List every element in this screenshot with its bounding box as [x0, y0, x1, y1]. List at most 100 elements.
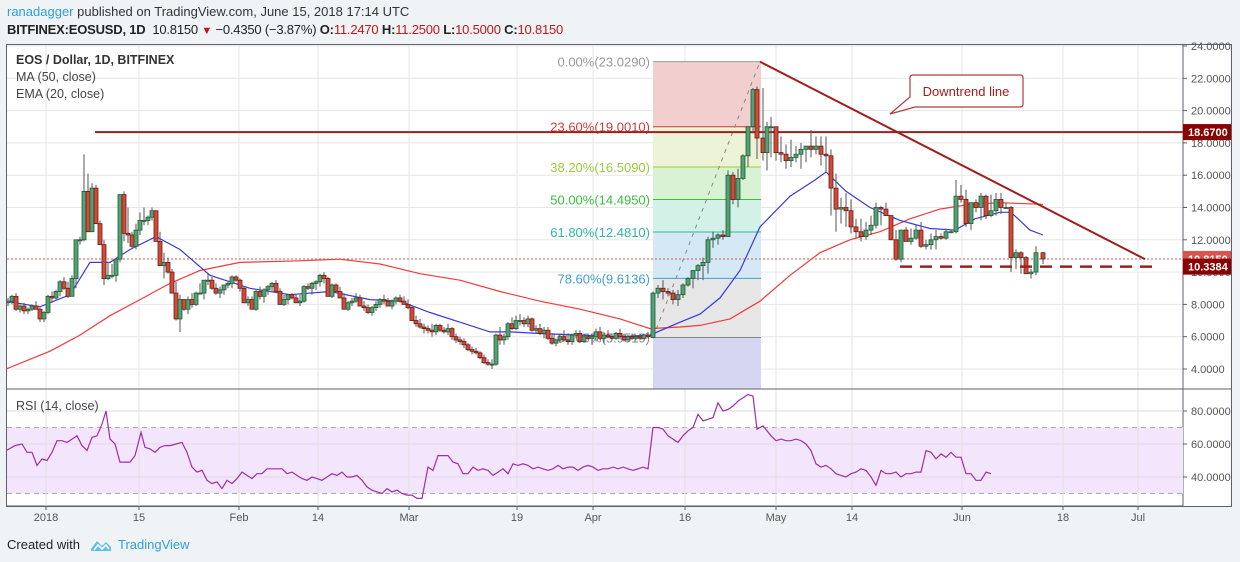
candle-body	[369, 307, 375, 313]
candle-body	[853, 226, 859, 233]
candle	[357, 294, 363, 307]
candle-body	[754, 89, 760, 139]
candle	[373, 301, 379, 311]
fib-zone	[653, 337, 761, 389]
candle	[325, 276, 331, 297]
candle-body	[675, 294, 681, 300]
candle-body	[49, 295, 55, 299]
candle	[823, 136, 829, 172]
candle	[125, 207, 131, 244]
candle-body	[145, 216, 151, 221]
candle	[105, 262, 111, 281]
candle	[441, 327, 447, 334]
time-tick-label: Feb	[230, 512, 249, 524]
candle-body	[293, 297, 299, 304]
candle	[369, 306, 375, 316]
candle	[988, 194, 994, 218]
candle	[109, 264, 115, 279]
candle	[778, 136, 784, 163]
candle-body	[650, 292, 656, 338]
candle-body	[545, 329, 551, 339]
candle	[69, 275, 75, 297]
candle	[169, 268, 175, 294]
fib-level-label: 61.80%(12.4810)	[550, 225, 650, 240]
created-with-label: Created with	[7, 537, 80, 552]
price-badge-text: 18.6700	[1188, 127, 1228, 139]
candle	[85, 173, 91, 233]
candle	[501, 333, 507, 345]
candle	[13, 293, 19, 311]
candle-body	[670, 292, 676, 300]
candle-body	[621, 336, 627, 341]
low-label: L:	[443, 22, 456, 37]
candle-body	[818, 145, 824, 155]
candle	[349, 297, 355, 307]
candle-body	[888, 215, 894, 241]
candle-body	[569, 334, 575, 342]
candle	[345, 301, 351, 311]
candle	[413, 315, 419, 328]
candle-body	[81, 190, 87, 241]
candle-body	[37, 308, 43, 320]
candle-body	[417, 323, 423, 328]
candle	[429, 323, 435, 337]
candle-body	[309, 283, 315, 289]
tradingview-link[interactable]: TradingView	[117, 537, 190, 552]
candle-body	[313, 281, 319, 284]
candle	[605, 330, 611, 339]
candle-body	[325, 278, 331, 297]
candle	[397, 294, 403, 303]
candle	[101, 239, 107, 286]
candle	[321, 272, 327, 284]
candle	[509, 317, 515, 331]
candle-body	[365, 307, 371, 313]
rsi-band	[7, 427, 1183, 494]
candle	[923, 239, 929, 250]
author-link[interactable]: ranadagger	[7, 4, 74, 19]
callout-bubble	[889, 74, 1024, 115]
candle	[385, 297, 391, 307]
candle-body	[453, 336, 459, 341]
candle-body	[848, 210, 854, 228]
candle-body	[1013, 252, 1019, 258]
rsi-tick-label: 80.0000	[1191, 406, 1231, 418]
candle	[938, 233, 944, 240]
candle	[41, 310, 47, 323]
candle	[465, 343, 471, 352]
candle	[838, 197, 844, 224]
candle	[249, 296, 255, 310]
candle	[237, 278, 243, 292]
ema-legend: EMA (20, close)	[16, 87, 105, 101]
candle	[393, 296, 399, 305]
candle-body	[113, 258, 119, 276]
candle-body	[529, 318, 535, 331]
candle-body	[469, 349, 475, 352]
rsi-tick-label: 40.0000	[1191, 472, 1231, 484]
time-tick-label: Mar	[400, 512, 419, 524]
candle	[730, 171, 736, 205]
candle	[181, 299, 187, 311]
candle-body	[730, 174, 736, 200]
candle-body	[963, 199, 969, 225]
candle	[545, 327, 551, 340]
candle-body	[858, 231, 864, 237]
candle	[983, 194, 989, 219]
candle	[333, 283, 339, 294]
candle	[217, 286, 223, 298]
candle	[680, 283, 686, 298]
downtrend-callout: Downtrend line	[889, 74, 1024, 115]
candle	[933, 230, 939, 250]
candle-body	[457, 339, 463, 342]
candle-body	[389, 300, 395, 307]
candle-body	[273, 283, 279, 292]
candle-body	[798, 148, 804, 155]
candle	[161, 252, 167, 279]
candle-body	[337, 291, 343, 299]
candle	[993, 192, 999, 216]
candle-body	[868, 224, 874, 231]
candle	[898, 229, 904, 263]
symbol-quote-line: BITFINEX:EOSUSD, 1D 10.8150 ▼ −0.4350 (−…	[7, 22, 563, 37]
close-value: 10.8150	[517, 22, 564, 37]
candle-body	[209, 279, 215, 289]
